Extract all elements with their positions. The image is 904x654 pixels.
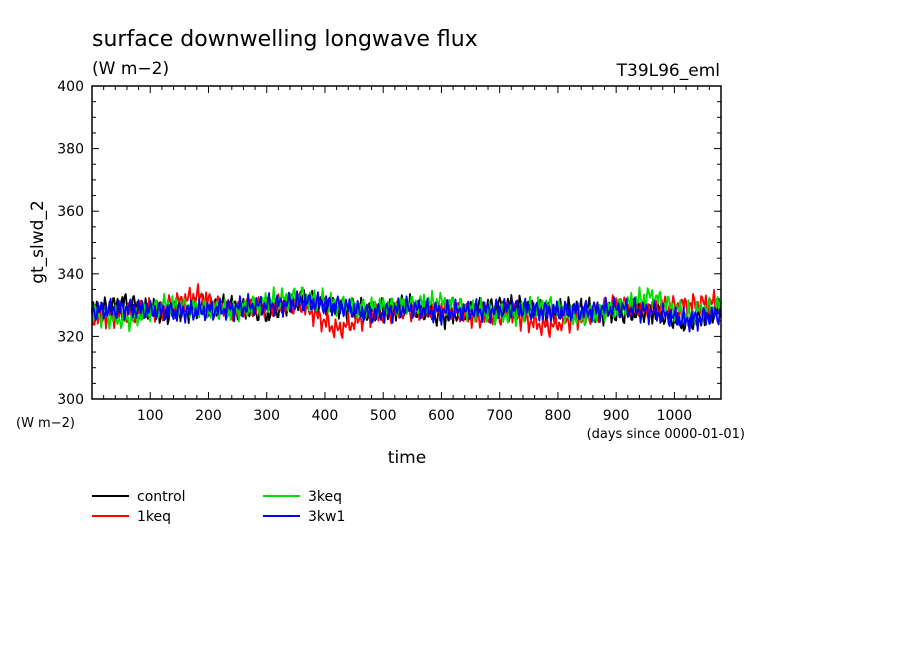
x-tick-label: 700 bbox=[486, 408, 513, 424]
series-group bbox=[91, 283, 722, 339]
x-tick-label: 500 bbox=[370, 408, 397, 424]
legend-label: 1keq bbox=[137, 509, 171, 525]
legend-label: 3kw1 bbox=[308, 509, 345, 525]
x-axis-label: time bbox=[388, 448, 426, 468]
plot-frame bbox=[91, 85, 722, 400]
y-axis-units: (W m−2) bbox=[16, 416, 75, 431]
chart-units-label: (W m−2) bbox=[92, 59, 169, 79]
x-tick-label: 200 bbox=[195, 408, 222, 424]
x-tick-label: 900 bbox=[603, 408, 630, 424]
x-tick-label: 800 bbox=[545, 408, 572, 424]
chart-title: surface downwelling longwave flux bbox=[92, 27, 478, 52]
x-tick-label: 1000 bbox=[657, 408, 693, 424]
legend-label: 3keq bbox=[308, 489, 342, 505]
y-tick-label: 300 bbox=[57, 392, 84, 408]
y-tick-label: 320 bbox=[57, 329, 84, 345]
y-tick-label: 400 bbox=[57, 79, 84, 95]
x-tick-label: 600 bbox=[428, 408, 455, 424]
legend: control 1keq 3keq 3kw1 bbox=[92, 489, 345, 525]
x-tick-label: 300 bbox=[253, 408, 280, 424]
y-tick-label: 340 bbox=[57, 267, 84, 283]
x-axis-units: (days since 0000-01-01) bbox=[587, 427, 745, 442]
run-label: T39L96_eml bbox=[616, 61, 720, 81]
x-tick-label: 100 bbox=[137, 408, 164, 424]
series-line-3kw1 bbox=[91, 290, 722, 333]
x-tick-label: 400 bbox=[312, 408, 339, 424]
y-axis-label: gt_slwd_2 bbox=[28, 200, 48, 284]
y-tick-label: 380 bbox=[57, 142, 84, 158]
y-tick-label: 360 bbox=[57, 204, 84, 220]
axis-ticks: 100 200 300 400 500 600 700 800 900 1000 300 320 340… bbox=[57, 79, 721, 424]
legend-label: control bbox=[137, 489, 186, 505]
